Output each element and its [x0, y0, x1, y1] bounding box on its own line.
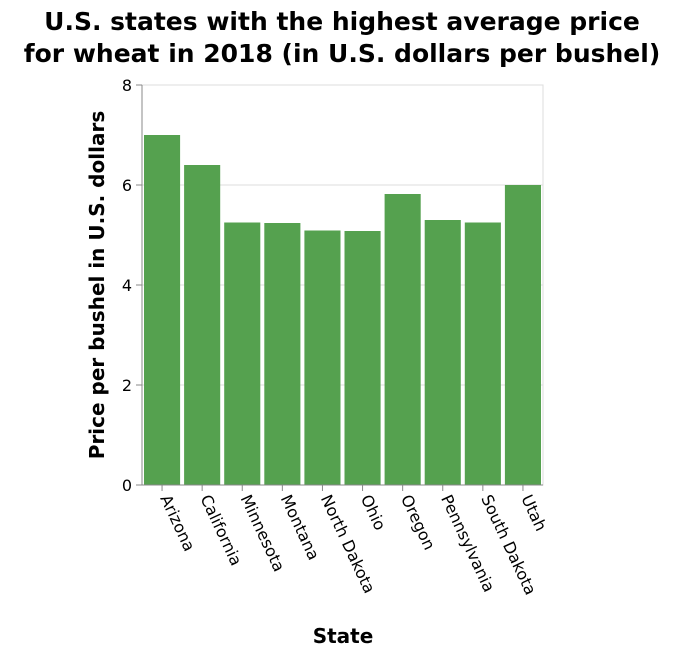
y-tick-label: 6 — [122, 176, 132, 195]
bar-ohio — [344, 231, 381, 485]
y-axis-ticks: 0 2 4 6 8 — [122, 76, 142, 495]
bar-north-dakota — [304, 230, 341, 485]
y-tick-label: 8 — [122, 76, 132, 95]
bar-minnesota — [224, 222, 261, 485]
bar-arizona — [144, 135, 181, 485]
bar-california — [184, 165, 221, 485]
x-tick-label: Utah — [517, 492, 550, 534]
x-tick-label: Montana — [277, 492, 324, 563]
y-tick-label: 2 — [122, 376, 132, 395]
x-axis-title: State — [313, 624, 374, 648]
bars — [144, 135, 541, 485]
x-tick-label: Oregon — [397, 492, 439, 553]
chart-title-line-2: for wheat in 2018 (in U.S. dollars per b… — [23, 39, 661, 68]
y-tick-label: 4 — [122, 276, 132, 295]
chart-title-line-1: U.S. states with the highest average pri… — [44, 7, 640, 36]
chart-title: U.S. states with the highest average pri… — [0, 6, 684, 70]
y-tick-label: 0 — [122, 476, 132, 495]
bar-south-dakota — [464, 222, 501, 485]
y-axis-title: Price per bushel in U.S. dollars — [85, 111, 109, 459]
x-tick-label: Arizona — [156, 492, 199, 555]
bar-montana — [264, 223, 301, 485]
x-tick-label: Ohio — [357, 492, 390, 534]
bar-pennsylvania — [424, 220, 461, 485]
bar-utah — [504, 185, 541, 485]
bar-oregon — [384, 194, 421, 485]
